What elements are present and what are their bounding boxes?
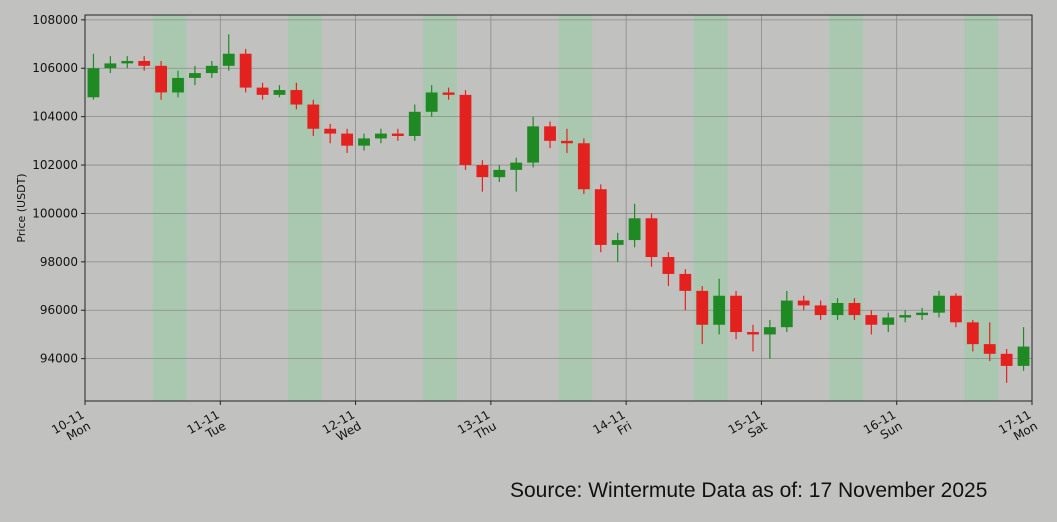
candle-body (425, 92, 438, 112)
candle-body (763, 327, 776, 335)
candle-body (747, 332, 759, 335)
candle-body (256, 87, 269, 95)
candle-body (189, 73, 201, 78)
source-note: Source: Wintermute Data as of: 17 Novemb… (510, 479, 987, 502)
candle-body (324, 128, 337, 134)
y-tick-label: 102000 (32, 158, 78, 172)
candle-body (307, 104, 320, 129)
candle-body (628, 218, 641, 241)
highlight-band (423, 15, 458, 401)
candle-body (222, 53, 235, 66)
candle-body (865, 315, 878, 325)
highlight-band (829, 15, 863, 401)
candle-body (916, 312, 928, 316)
candle-body (104, 63, 117, 69)
candle-body (882, 317, 895, 325)
candle-body (966, 322, 979, 345)
candle-body (1017, 346, 1030, 366)
candle-body (121, 60, 134, 64)
candle-body (561, 140, 573, 144)
y-tick-label: 104000 (32, 110, 78, 124)
candle-body (205, 65, 218, 74)
candle-body (899, 315, 912, 318)
candle-body (527, 126, 540, 163)
candle-body (662, 257, 675, 274)
candle-body (510, 162, 523, 170)
candle-body (780, 300, 793, 328)
highlight-band (558, 15, 593, 401)
candle-body (172, 77, 184, 93)
candle-body (290, 90, 303, 105)
y-tick-label: 106000 (32, 61, 78, 75)
y-tick-label: 108000 (32, 13, 78, 27)
candle-body (476, 165, 489, 178)
candle-body (358, 138, 370, 146)
candle-body (814, 305, 827, 316)
candle-body (730, 295, 742, 333)
candle-body (544, 126, 556, 141)
y-tick-label: 100000 (32, 206, 78, 220)
y-tick-label: 96000 (40, 303, 78, 317)
candle-body (442, 92, 455, 95)
candle-body (459, 94, 472, 166)
candle-body (949, 295, 962, 323)
candle-body (797, 300, 810, 306)
candle-body (577, 143, 590, 190)
candle-body (408, 111, 421, 137)
candle-body (87, 68, 100, 98)
candle-body (138, 60, 151, 66)
candle-body (341, 133, 354, 146)
plot-frame (84, 14, 1033, 402)
candle-body (611, 240, 624, 245)
candle-body (679, 273, 692, 291)
candle-body (933, 295, 945, 313)
candle-body (239, 53, 252, 88)
candle-body (848, 302, 861, 316)
candle-body (831, 302, 844, 316)
candle-body (273, 90, 286, 95)
candle-body (696, 290, 709, 325)
highlight-band (287, 15, 322, 401)
candle-body (713, 295, 726, 325)
candle-body (983, 344, 996, 354)
candle-body (391, 133, 404, 137)
candle-body (645, 218, 658, 258)
candle-body (594, 189, 607, 245)
y-tick-label: 98000 (40, 255, 78, 269)
candle-body (1000, 353, 1013, 366)
y-axis-label: Price (USDT) (15, 173, 28, 242)
highlight-band (693, 15, 728, 401)
candle-body (155, 65, 168, 93)
candle-body (493, 169, 506, 178)
x-tick-day: Fri (615, 419, 634, 438)
candle-body (375, 133, 387, 139)
y-tick-label: 94000 (40, 352, 78, 366)
